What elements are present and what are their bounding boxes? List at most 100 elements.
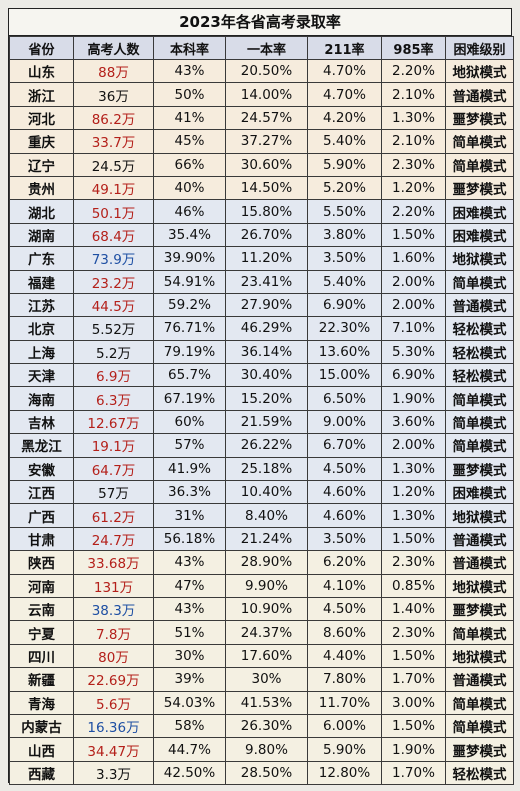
cell-province: 黑龙江 [9, 433, 74, 458]
table-row: 贵州 49.1万 40% 14.50% 5.20% 1.20% 噩梦模式 [9, 175, 514, 201]
cell-211-rate: 12.80% [307, 760, 382, 786]
cell-tier1-rate: 24.37% [225, 620, 308, 645]
cell-tier1-rate: 17.60% [225, 643, 308, 669]
cell-985-rate: 2.30% [381, 620, 446, 645]
cell-difficulty: 普通模式 [445, 82, 514, 107]
cell-tier1-rate: 26.22% [225, 433, 308, 458]
cell-province: 新疆 [9, 667, 74, 692]
cell-tier1-rate: 24.57% [225, 105, 308, 131]
table-row: 广西 61.2万 31% 8.40% 4.60% 1.30% 地狱模式 [9, 503, 514, 528]
cell-211-rate: 4.70% [307, 82, 382, 107]
cell-211-rate: 5.90% [307, 152, 382, 177]
cell-211-rate: 5.40% [307, 129, 382, 154]
cell-211-rate: 5.90% [307, 737, 382, 762]
cell-undergrad-rate: 58% [153, 713, 226, 739]
cell-province: 湖南 [9, 222, 74, 248]
cell-examinees: 24.5万 [73, 152, 154, 177]
table-row: 北京 5.52万 76.71% 46.29% 22.30% 7.10% 轻松模式 [9, 316, 514, 341]
cell-211-rate: 4.40% [307, 643, 382, 669]
cell-undergrad-rate: 36.3% [153, 480, 226, 505]
cell-difficulty: 简单模式 [445, 129, 514, 154]
admission-table: 省份 高考人数 本科率 一本率 211率 985率 困难级别 山东 88万 43% 2… [9, 36, 514, 786]
cell-undergrad-rate: 31% [153, 503, 226, 528]
cell-tier1-rate: 26.30% [225, 713, 308, 739]
cell-difficulty: 困难模式 [445, 222, 514, 248]
cell-tier1-rate: 27.90% [225, 292, 308, 318]
cell-examinees: 44.5万 [73, 292, 154, 318]
table-row: 云南 38.3万 43% 10.90% 4.50% 1.40% 噩梦模式 [9, 596, 514, 622]
cell-985-rate: 1.50% [381, 713, 446, 739]
cell-difficulty: 简单模式 [445, 690, 514, 715]
cell-difficulty: 噩梦模式 [445, 456, 514, 482]
cell-undergrad-rate: 57% [153, 433, 226, 458]
cell-tier1-rate: 21.59% [225, 409, 308, 435]
cell-province: 广东 [9, 246, 74, 271]
cell-985-rate: 5.30% [381, 339, 446, 365]
cell-tier1-rate: 10.90% [225, 596, 308, 622]
cell-examinees: 36万 [73, 82, 154, 107]
cell-985-rate: 1.40% [381, 596, 446, 622]
table-row: 河南 131万 47% 9.90% 4.10% 0.85% 地狱模式 [9, 573, 514, 598]
cell-province: 浙江 [9, 82, 74, 107]
cell-tier1-rate: 41.53% [225, 690, 308, 715]
cell-undergrad-rate: 41.9% [153, 456, 226, 482]
cell-211-rate: 4.60% [307, 480, 382, 505]
cell-province: 吉林 [9, 409, 74, 435]
table-row: 湖南 68.4万 35.4% 26.70% 3.80% 1.50% 困难模式 [9, 222, 514, 248]
cell-undergrad-rate: 35.4% [153, 222, 226, 248]
cell-985-rate: 0.85% [381, 573, 446, 598]
cell-province: 云南 [9, 596, 74, 622]
cell-undergrad-rate: 54.03% [153, 690, 226, 715]
cell-examinees: 33.7万 [73, 129, 154, 154]
cell-211-rate: 4.50% [307, 596, 382, 622]
table-row: 山西 34.47万 44.7% 9.80% 5.90% 1.90% 噩梦模式 [9, 737, 514, 762]
table-row: 黑龙江 19.1万 57% 26.22% 6.70% 2.00% 简单模式 [9, 433, 514, 458]
table-row: 重庆 33.7万 45% 37.27% 5.40% 2.10% 简单模式 [9, 129, 514, 154]
cell-tier1-rate: 36.14% [225, 339, 308, 365]
cell-difficulty: 地狱模式 [445, 573, 514, 598]
cell-difficulty: 噩梦模式 [445, 105, 514, 131]
cell-985-rate: 2.00% [381, 269, 446, 294]
cell-examinees: 64.7万 [73, 456, 154, 482]
cell-difficulty: 地狱模式 [445, 246, 514, 271]
cell-difficulty: 轻松模式 [445, 316, 514, 341]
cell-examinees: 68.4万 [73, 222, 154, 248]
col-header-difficulty: 困难级别 [445, 36, 514, 60]
cell-985-rate: 1.50% [381, 222, 446, 248]
cell-211-rate: 6.90% [307, 292, 382, 318]
cell-province: 四川 [9, 643, 74, 669]
cell-undergrad-rate: 42.50% [153, 760, 226, 786]
cell-tier1-rate: 10.40% [225, 480, 308, 505]
cell-985-rate: 2.00% [381, 292, 446, 318]
cell-province: 宁夏 [9, 620, 74, 645]
cell-difficulty: 简单模式 [445, 386, 514, 411]
table-row: 浙江 36万 50% 14.00% 4.70% 2.10% 普通模式 [9, 82, 514, 107]
cell-examinees: 57万 [73, 480, 154, 505]
cell-province: 江西 [9, 480, 74, 505]
cell-211-rate: 3.50% [307, 246, 382, 271]
cell-difficulty: 噩梦模式 [445, 737, 514, 762]
cell-tier1-rate: 28.90% [225, 550, 308, 575]
cell-211-rate: 4.50% [307, 456, 382, 482]
cell-examinees: 34.47万 [73, 737, 154, 762]
cell-tier1-rate: 30% [225, 667, 308, 692]
cell-province: 西藏 [9, 760, 74, 786]
table-row: 陕西 33.68万 43% 28.90% 6.20% 2.30% 普通模式 [9, 550, 514, 575]
cell-985-rate: 1.30% [381, 503, 446, 528]
cell-211-rate: 22.30% [307, 316, 382, 341]
cell-211-rate: 6.20% [307, 550, 382, 575]
cell-province: 内蒙古 [9, 713, 74, 739]
cell-985-rate: 3.60% [381, 409, 446, 435]
cell-985-rate: 2.20% [381, 199, 446, 224]
cell-undergrad-rate: 45% [153, 129, 226, 154]
cell-undergrad-rate: 79.19% [153, 339, 226, 365]
col-header-tier1-rate: 一本率 [225, 36, 308, 60]
cell-examinees: 131万 [73, 573, 154, 598]
col-header-211-rate: 211率 [307, 36, 382, 60]
cell-tier1-rate: 26.70% [225, 222, 308, 248]
cell-985-rate: 1.90% [381, 386, 446, 411]
cell-province: 甘肃 [9, 526, 74, 552]
cell-985-rate: 1.50% [381, 643, 446, 669]
cell-examinees: 50.1万 [73, 199, 154, 224]
sheet-title: 2023年各省高考录取率 [9, 9, 511, 36]
